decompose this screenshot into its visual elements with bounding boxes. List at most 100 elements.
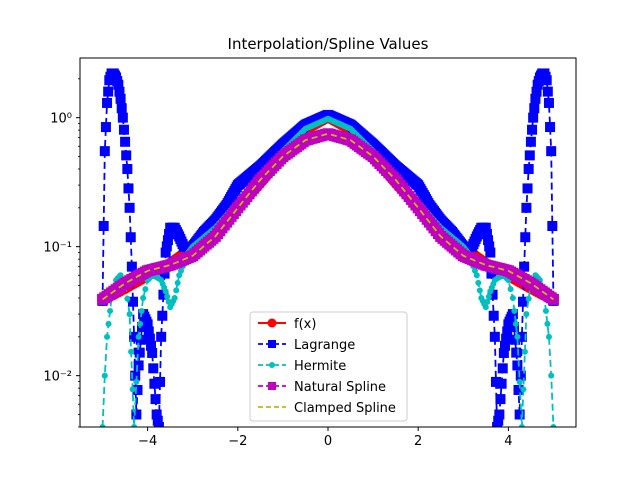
series-clamped-spline — [102, 132, 554, 301]
legend-label-hermite: Hermite — [294, 359, 346, 374]
data-point — [548, 372, 555, 379]
data-point — [485, 293, 492, 300]
data-point — [509, 294, 516, 301]
legend-marker-hermite — [269, 362, 275, 368]
data-point — [531, 86, 542, 97]
data-point — [142, 286, 149, 293]
data-point — [541, 75, 552, 86]
data-point — [522, 183, 533, 194]
legend-marker-lagrange — [268, 340, 276, 348]
legend-marker-f-x — [267, 318, 277, 328]
data-point — [547, 221, 558, 232]
x-tick-label: 2 — [414, 434, 422, 449]
data-point — [98, 221, 109, 232]
data-point — [99, 424, 106, 427]
data-point — [103, 86, 114, 97]
data-point — [133, 378, 140, 385]
data-point — [511, 307, 518, 314]
data-point — [113, 79, 124, 90]
data-point — [105, 320, 112, 327]
data-point — [521, 348, 528, 355]
data-point — [545, 122, 556, 133]
data-point — [487, 289, 498, 300]
data-point — [516, 378, 523, 385]
data-point — [501, 333, 512, 344]
data-point — [525, 295, 532, 302]
data-point — [151, 409, 162, 420]
y-axis: 10⁻² 10⁻¹ 10⁰ — [43, 78, 80, 428]
data-point — [499, 340, 510, 351]
data-point — [176, 272, 183, 279]
data-point — [130, 370, 141, 381]
data-point — [527, 124, 538, 135]
data-point — [512, 360, 523, 371]
data-point — [123, 183, 134, 194]
legend-box — [249, 311, 408, 422]
data-point — [546, 146, 557, 157]
data-point — [124, 202, 135, 213]
y-tick-label: 10⁻² — [43, 370, 72, 385]
data-point — [489, 331, 500, 342]
data-point — [107, 307, 114, 314]
data-point — [498, 347, 509, 358]
data-point — [528, 112, 539, 123]
data-point — [129, 331, 140, 342]
data-point — [525, 136, 536, 147]
data-point — [488, 310, 499, 321]
data-point — [162, 235, 173, 246]
data-point — [135, 334, 146, 345]
data-point — [475, 279, 482, 286]
data-point — [102, 97, 113, 108]
data-point — [134, 347, 145, 358]
data-point — [126, 261, 137, 272]
legend-label-clamped-spline: Clamped Spline — [294, 401, 396, 416]
data-point — [521, 202, 532, 213]
data-point — [120, 136, 131, 147]
chart-title: Interpolation/Spline Values — [228, 35, 429, 53]
data-point — [495, 394, 506, 405]
data-point — [147, 347, 158, 358]
data-point — [507, 286, 514, 293]
data-point — [155, 376, 166, 387]
y-tick-label: 10⁰ — [50, 112, 72, 127]
data-point — [121, 150, 132, 161]
data-point — [482, 304, 489, 311]
data-point — [158, 289, 169, 300]
data-point — [131, 424, 138, 427]
data-point — [142, 319, 153, 330]
data-point — [153, 422, 164, 427]
data-point — [143, 326, 154, 337]
data-point — [497, 363, 508, 374]
data-point — [157, 310, 168, 321]
data-point — [114, 86, 125, 97]
legend-label-lagrange: Lagrange — [294, 338, 355, 353]
legend-label-f-x: f(x) — [294, 317, 316, 332]
data-point — [520, 386, 527, 393]
data-point — [483, 235, 494, 246]
data-point — [138, 307, 145, 314]
data-point — [512, 320, 519, 327]
data-point — [515, 370, 526, 381]
data-point — [118, 124, 129, 135]
data-point — [173, 287, 180, 294]
data-point — [545, 333, 552, 340]
data-point — [156, 331, 167, 342]
data-point — [100, 122, 111, 133]
data-point — [99, 146, 110, 157]
data-point — [547, 293, 559, 305]
data-point — [486, 268, 497, 279]
data-point — [544, 320, 551, 327]
legend-label-natural-spline: Natural Spline — [294, 380, 386, 395]
data-point — [137, 320, 144, 327]
data-point — [476, 287, 483, 294]
data-point — [484, 298, 491, 305]
data-point — [550, 424, 557, 427]
data-point — [519, 261, 530, 272]
data-point — [510, 334, 521, 345]
data-point — [523, 311, 530, 318]
x-tick-label: −2 — [228, 434, 247, 449]
data-point — [171, 294, 178, 301]
data-point — [129, 386, 136, 393]
data-point — [494, 409, 505, 420]
